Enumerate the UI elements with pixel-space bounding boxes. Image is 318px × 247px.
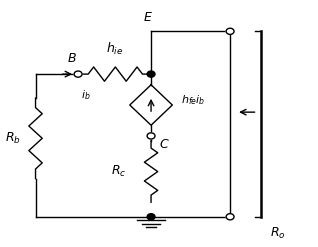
Text: $i_b$: $i_b$ <box>81 88 91 102</box>
Text: $R_o$: $R_o$ <box>270 226 285 241</box>
Text: $R_b$: $R_b$ <box>4 131 20 146</box>
Text: $C$: $C$ <box>159 138 169 151</box>
Text: $B$: $B$ <box>67 52 77 65</box>
Circle shape <box>74 71 82 77</box>
Text: $h_{ie}$: $h_{ie}$ <box>106 41 123 58</box>
Text: $R_c$: $R_c$ <box>111 164 127 179</box>
Circle shape <box>147 214 155 220</box>
Text: $h_{fe}i_b$: $h_{fe}i_b$ <box>182 93 206 107</box>
Circle shape <box>147 71 155 77</box>
Circle shape <box>147 133 155 139</box>
Text: $E$: $E$ <box>143 11 153 24</box>
Circle shape <box>226 214 234 220</box>
Circle shape <box>226 28 234 34</box>
